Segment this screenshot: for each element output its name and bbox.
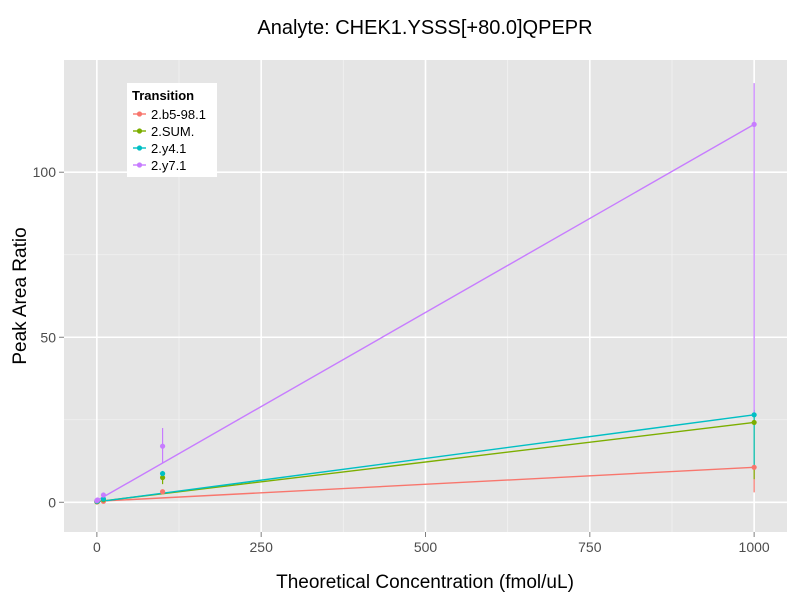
data-point (100, 492, 107, 498)
y-tick-label: 0 (48, 494, 56, 510)
legend-swatch-point (136, 111, 143, 117)
data-point (159, 443, 166, 449)
legend-box (127, 83, 217, 177)
data-point (751, 121, 757, 127)
x-axis-ticks: 0 250 500 750 1000 (93, 532, 770, 555)
data-point (159, 474, 166, 481)
x-tick-label: 0 (93, 539, 101, 555)
x-tick-label: 250 (250, 539, 274, 555)
legend-swatch-point (136, 128, 143, 134)
legend-label: 2.y7.1 (151, 158, 186, 173)
data-point (94, 497, 101, 503)
fit-line (96, 414, 755, 503)
legend-label: 2.b5-98.1 (151, 107, 206, 122)
data-point (751, 464, 757, 470)
data-points (94, 121, 757, 505)
data-point (159, 489, 166, 495)
legend-swatch-point (136, 162, 143, 168)
x-axis-title: Theoretical Concentration (fmol/uL) (276, 572, 574, 593)
legend-swatch-point (136, 145, 143, 151)
data-point (159, 470, 166, 477)
y-axis-title: Peak Area Ratio (10, 227, 31, 364)
y-tick-label: 50 (40, 329, 56, 345)
data-point (751, 412, 757, 418)
y-axis-ticks: 0 50 100 (33, 164, 64, 510)
legend: Transition 2.b5-98.1 2.SUM. 2.y4.1 2.y7.1 (127, 83, 217, 177)
legend-label: 2.SUM. (151, 124, 194, 139)
fit-line (96, 421, 755, 503)
fit-line (96, 123, 755, 502)
x-tick-label: 1000 (739, 539, 770, 555)
legend-items: 2.b5-98.1 2.SUM. 2.y4.1 2.y7.1 (133, 107, 206, 173)
x-tick-label: 500 (414, 539, 438, 555)
legend-title: Transition (132, 88, 194, 103)
data-point (751, 419, 757, 426)
fit-lines (96, 123, 755, 503)
fit-line (96, 466, 755, 503)
y-tick-label: 100 (33, 164, 57, 180)
x-tick-label: 750 (578, 539, 602, 555)
legend-label: 2.y4.1 (151, 141, 186, 156)
data-point (100, 496, 107, 502)
chart-title: Analyte: CHEK1.YSSS[+80.0]QPEPR (257, 17, 592, 39)
